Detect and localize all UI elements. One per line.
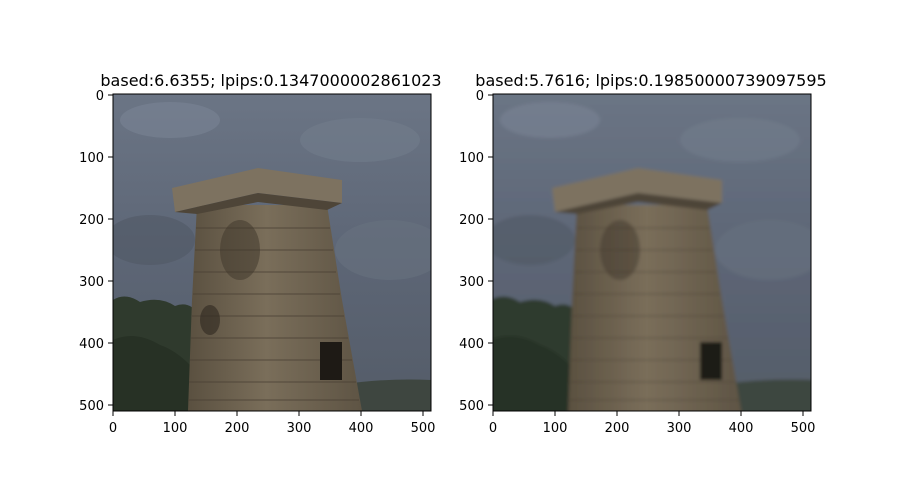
ytick-label: 500	[79, 399, 104, 414]
ytick-label: 400	[79, 337, 104, 352]
panel-right-image	[493, 94, 811, 411]
ytick-label: 100	[459, 151, 484, 166]
ytick-label: 200	[459, 213, 484, 228]
panel-right-yticks: 0 100 200 300 400 500	[459, 89, 493, 414]
xtick-label: 200	[605, 421, 630, 436]
xtick-label: 100	[543, 421, 568, 436]
panel-right: based:5.7616; lpips:0.19850000739097595	[459, 71, 827, 436]
panel-left: based:6.6355; lpips:0.1347000002861023	[79, 71, 441, 436]
panel-right-xticks: 0 100 200 300 400 500	[489, 411, 816, 436]
ytick-label: 100	[79, 151, 104, 166]
xtick-label: 0	[489, 421, 497, 436]
ytick-label: 300	[459, 275, 484, 290]
ytick-label: 0	[96, 89, 104, 104]
xtick-label: 0	[109, 421, 117, 436]
panel-right-title: based:5.7616; lpips:0.19850000739097595	[475, 71, 826, 90]
panel-left-xticks: 0 100 200 300 400 500	[109, 411, 436, 436]
xtick-label: 300	[667, 421, 692, 436]
ytick-label: 300	[79, 275, 104, 290]
xtick-label: 400	[349, 421, 374, 436]
panel-left-axes	[112, 93, 432, 412]
ytick-label: 500	[459, 399, 484, 414]
panel-left-yticks: 0 100 200 300 400 500	[79, 89, 113, 414]
xtick-label: 500	[791, 421, 816, 436]
ytick-label: 400	[459, 337, 484, 352]
panel-left-image	[113, 94, 431, 411]
xtick-label: 100	[163, 421, 188, 436]
xtick-label: 500	[411, 421, 436, 436]
xtick-label: 400	[729, 421, 754, 436]
xtick-label: 300	[287, 421, 312, 436]
panel-left-title: based:6.6355; lpips:0.1347000002861023	[100, 71, 441, 90]
ytick-label: 200	[79, 213, 104, 228]
xtick-label: 200	[225, 421, 250, 436]
ytick-label: 0	[476, 89, 484, 104]
panel-right-axes	[492, 93, 812, 412]
